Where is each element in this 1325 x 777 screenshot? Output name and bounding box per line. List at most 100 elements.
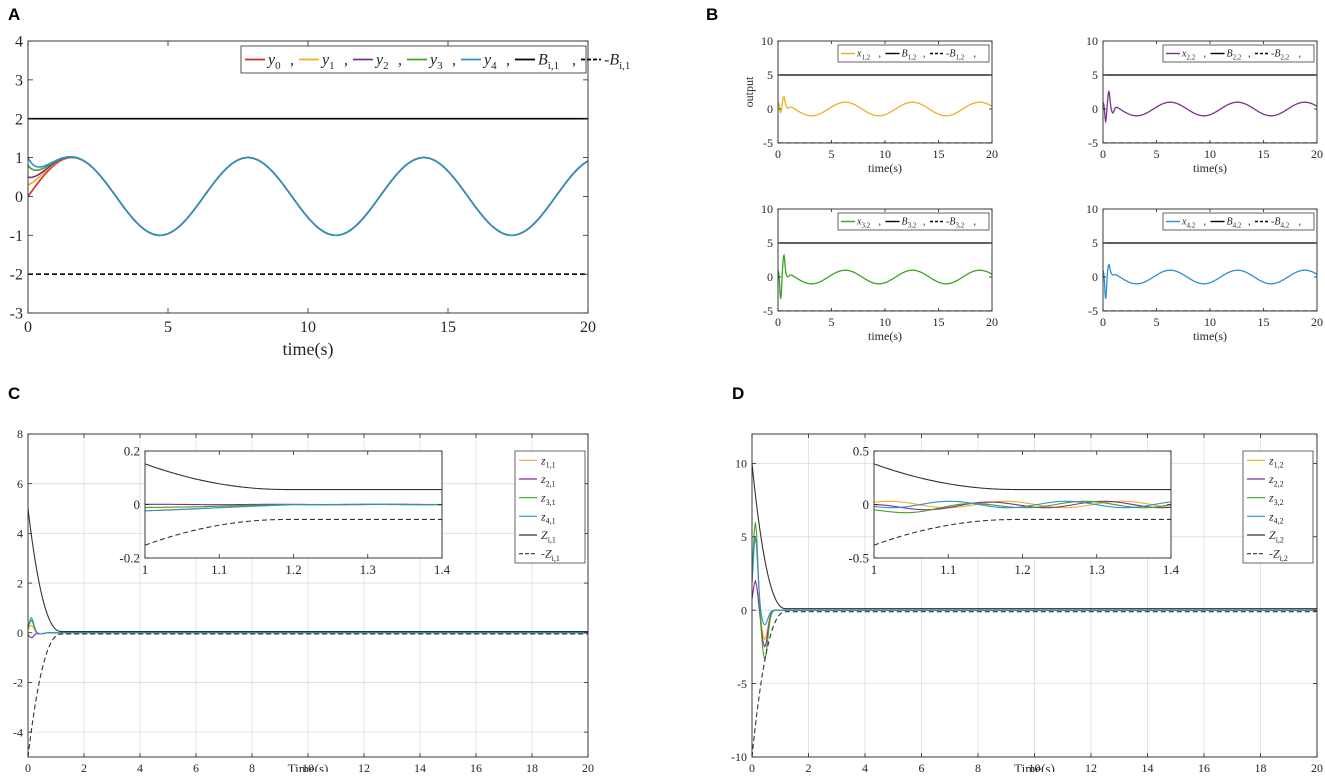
panel-b4-xtick-label-0: 0 <box>1100 315 1106 329</box>
panel-a-xtick-label-3: 15 <box>440 319 456 336</box>
panel-d-ytick-label-3: 5 <box>741 530 747 544</box>
panel-c-ytick-label-6: 8 <box>17 427 23 441</box>
panel-a-ytick-label-2: -1 <box>10 228 23 245</box>
panel-b3-xtick-label-4: 20 <box>986 315 998 329</box>
panel-d-inset-ytick-label-2: 0.5 <box>853 444 869 459</box>
panel-b3-ytick-label-2: 5 <box>767 236 773 250</box>
panel-b1-xlabel: time(s) <box>868 161 902 175</box>
panel-b3-xtick-label-0: 0 <box>775 315 781 329</box>
panel-c-inset-xtick-label-4: 1.4 <box>434 562 451 577</box>
panel-b1-xtick-label-0: 0 <box>775 147 781 161</box>
panel-c-xtick-label-4: 8 <box>249 761 255 772</box>
panel-b1-ytick-label-1: 0 <box>767 102 773 116</box>
panel-d-xtick-label-1: 2 <box>806 761 812 772</box>
panel-b3-legend-sep-1: , <box>923 217 926 228</box>
panel-a-legend-label--Bi1: -Bi,1 <box>604 52 630 72</box>
panel-d-xtick-label-10: 20 <box>1311 761 1323 772</box>
panel-label-b: B <box>706 5 718 24</box>
panel-c-xtick-label-1: 2 <box>81 761 87 772</box>
panel-b3-xtick-label-3: 15 <box>933 315 945 329</box>
panel-d-xtick-label-8: 16 <box>1198 761 1210 772</box>
panel-c-inset-xtick-label-3: 1.3 <box>360 562 376 577</box>
panel-b2-xtick-label-2: 10 <box>1204 147 1216 161</box>
panel-d-xlabel: Time(s) <box>1014 761 1055 772</box>
panel-d-xtick-label-2: 4 <box>862 761 868 772</box>
panel-b1-xtick-label-1: 5 <box>829 147 835 161</box>
panel-a-plot-area <box>28 41 588 313</box>
panel-c-inset-ytick-label-1: 0 <box>134 497 141 512</box>
panel-b2-ytick-label-0: -5 <box>1088 136 1098 150</box>
panel-b2-ytick-label-3: 10 <box>1086 34 1098 48</box>
panel-b4-legend-sep-2: , <box>1299 217 1302 228</box>
panel-c-ytick-label-0: -4 <box>13 725 23 739</box>
panel-d-inset-xtick-label-4: 1.4 <box>1163 562 1180 577</box>
panel-b1-ytick-label-3: 10 <box>761 34 773 48</box>
panel-d-xtick-label-6: 12 <box>1085 761 1097 772</box>
panel-c-xtick-label-0: 0 <box>25 761 31 772</box>
panel-a-legend-sep-4: , <box>506 52 510 69</box>
panel-a-ytick-label-7: 4 <box>15 34 23 51</box>
panel-d-inset-xtick-label-3: 1.3 <box>1089 562 1105 577</box>
panel-d-ytick-label-2: 0 <box>741 603 747 617</box>
panel-b4-legend-sep-1: , <box>1248 217 1251 228</box>
panel-c-xtick-label-2: 4 <box>137 761 143 772</box>
panel-b4-legend-sep-0: , <box>1204 217 1207 228</box>
panel-b2-legend-sep-0: , <box>1204 49 1207 60</box>
panel-d-inset-ytick-label-0: -0.5 <box>848 551 869 566</box>
panel-b2-legend-sep-2: , <box>1299 49 1302 60</box>
panel-d-xtick-label-0: 0 <box>749 761 755 772</box>
panel-c-xtick-label-9: 18 <box>526 761 538 772</box>
panel-b1-xtick-label-3: 15 <box>933 147 945 161</box>
panel-a-xtick-label-1: 5 <box>164 319 172 336</box>
panel-b1-xtick-label-4: 20 <box>986 147 998 161</box>
panel-a-ytick-label-0: -3 <box>10 306 23 323</box>
panel-b1-ylabel: output <box>742 76 756 107</box>
panel-b4-xlabel: time(s) <box>1193 329 1227 343</box>
panel-d-inset-xtick-label-1: 1.1 <box>940 562 956 577</box>
panel-d-ytick-label-4: 10 <box>735 457 747 471</box>
panel-a-legend-sep-1: , <box>344 52 348 69</box>
panel-a-ytick-label-6: 3 <box>15 72 23 89</box>
panel-label-c: C <box>8 384 20 403</box>
panel-b4-xtick-label-1: 5 <box>1154 315 1160 329</box>
panel-b4-ytick-label-0: -5 <box>1088 304 1098 318</box>
panel-b4-xtick-label-3: 15 <box>1258 315 1270 329</box>
panel-a-legend-sep-5: , <box>572 52 576 69</box>
panel-a-ytick-label-3: 0 <box>15 189 23 206</box>
panel-a-ytick-label-1: -2 <box>10 267 23 284</box>
panel-b3-xtick-label-2: 10 <box>879 315 891 329</box>
panel-a-legend-sep-0: , <box>290 52 294 69</box>
panel-d-inset-ytick-label-1: 0 <box>863 497 870 512</box>
panel-d-xtick-label-4: 8 <box>975 761 981 772</box>
panel-b3-ytick-label-1: 0 <box>767 270 773 284</box>
panel-d-xtick-label-9: 18 <box>1255 761 1267 772</box>
panel-a-xtick-label-2: 10 <box>300 319 316 336</box>
panel-c-xtick-label-7: 14 <box>414 761 426 772</box>
panel-b4-ytick-label-2: 5 <box>1092 236 1098 250</box>
panel-c-xtick-label-6: 12 <box>358 761 370 772</box>
panel-b3-legend-sep-2: , <box>974 217 977 228</box>
panel-a-legend-sep-3: , <box>452 52 456 69</box>
panel-c-inset-ytick-label-0: -0.2 <box>119 551 140 566</box>
panel-b1-xtick-label-2: 10 <box>879 147 891 161</box>
panel-d-ytick-label-0: -10 <box>731 750 747 764</box>
panel-b4-ytick-label-1: 0 <box>1092 270 1098 284</box>
panel-b1-legend-sep-1: , <box>923 49 926 60</box>
panel-b3-ytick-label-0: -5 <box>763 304 773 318</box>
panel-c-ytick-label-1: -2 <box>13 676 23 690</box>
panel-b3-legend-sep-0: , <box>879 217 882 228</box>
panel-b1-ytick-label-0: -5 <box>763 136 773 150</box>
panel-b4-ytick-label-3: 10 <box>1086 202 1098 216</box>
panel-a-xlabel: time(s) <box>283 339 334 360</box>
panel-b2-ytick-label-2: 5 <box>1092 68 1098 82</box>
panel-d-inset-xtick-label-0: 1 <box>871 562 878 577</box>
